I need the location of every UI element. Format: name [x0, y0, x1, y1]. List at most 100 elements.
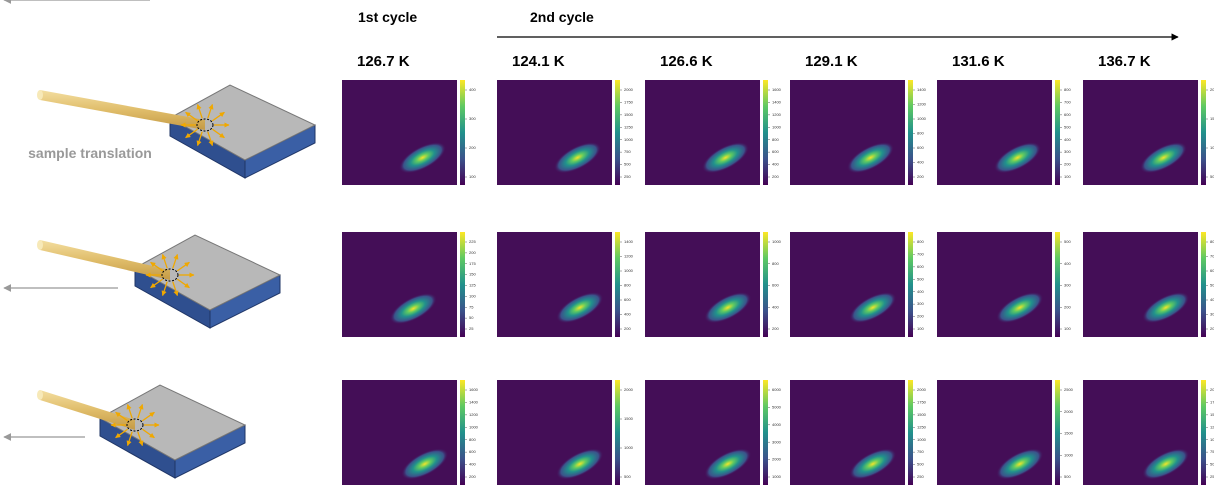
- colorbar-tick-label: 100: [1064, 174, 1071, 179]
- temperature-label: 124.1 K: [512, 53, 565, 70]
- heatmap: [1083, 380, 1198, 485]
- colorbar-tick-label: 1400: [624, 239, 634, 244]
- colorbar-tick-label: 2000: [1064, 409, 1074, 414]
- colorbar-tick-label: 600: [772, 149, 779, 154]
- colorbar-tick-label: 250: [624, 174, 631, 179]
- colorbar-tick-label: 250: [917, 474, 924, 479]
- colorbar-tick-label: 200: [469, 145, 476, 150]
- colorbar-tick-label: 1000: [624, 137, 634, 142]
- colorbar-tick-label: 2000: [772, 457, 782, 462]
- colorbar-tick-label: 40: [1210, 297, 1214, 302]
- colorbar-tick-label: 1000: [1064, 452, 1074, 457]
- colorbar-tick-label: 400: [772, 162, 779, 167]
- colorbar-tick-label: 3000: [772, 439, 782, 444]
- colorbar-tick-label: 500: [1064, 124, 1071, 129]
- colorbar-tick-label: 80: [1210, 239, 1214, 244]
- beam-end: [37, 90, 43, 100]
- colorbar-tick-label: 200: [1210, 87, 1214, 92]
- colorbar-tick-label: 30: [1210, 312, 1214, 317]
- colorbar-tick-label: 400: [772, 304, 779, 309]
- heatmap-panel: 20304050607080: [1083, 232, 1214, 337]
- colorbar-tick-label: 800: [624, 283, 631, 288]
- colorbar-tick-label: 5000: [772, 404, 782, 409]
- heatmap: [1083, 232, 1198, 337]
- colorbar-tick-label: 60: [1210, 268, 1214, 273]
- colorbar-tick-label: 500: [1064, 239, 1071, 244]
- colorbar-tick-label: 1000: [772, 239, 782, 244]
- panel-grid: 126.7 K124.1 K126.6 K129.1 K131.6 K136.7…: [342, 53, 1214, 486]
- heatmap: [645, 380, 760, 485]
- colorbar-tick-label: 500: [1210, 462, 1214, 467]
- colorbar-tick-label: 50: [1210, 283, 1214, 288]
- colorbar-tick-label: 150: [1210, 116, 1214, 121]
- colorbar-tick-label: 25: [469, 326, 474, 331]
- heatmap: [790, 232, 905, 337]
- sample-sketch: [37, 85, 315, 178]
- colorbar-tick-label: 1200: [772, 112, 782, 117]
- colorbar: [1201, 380, 1206, 485]
- colorbar-tick-label: 1250: [624, 124, 634, 129]
- colorbar-tick-label: 600: [1064, 112, 1071, 117]
- colorbar-tick-label: 200: [469, 250, 476, 255]
- colorbar: [1055, 80, 1060, 185]
- colorbar-tick-label: 200: [1064, 162, 1071, 167]
- colorbar-tick-label: 700: [917, 251, 924, 256]
- colorbar-tick-label: 400: [624, 312, 631, 317]
- heatmap-panel: 100200300400500: [937, 232, 1071, 337]
- colorbar-tick-label: 2000: [1210, 387, 1214, 392]
- colorbar-tick-label: 6000: [772, 387, 782, 392]
- colorbar: [460, 80, 465, 185]
- colorbar-tick-label: 1200: [469, 412, 479, 417]
- colorbar-tick-label: 300: [1064, 283, 1071, 288]
- figure: 1st cycle 2nd cycle sample translation 1…: [0, 0, 1214, 492]
- heatmap-panel: 5001000150020002500: [937, 380, 1074, 486]
- colorbar-tick-label: 1500: [1210, 412, 1214, 417]
- heatmap: [497, 380, 612, 485]
- colorbar-tick-label: 100: [469, 174, 476, 179]
- heatmap-panel: 25050075010001250150017502000: [1083, 380, 1214, 486]
- colorbar-tick-label: 2500: [1064, 387, 1074, 392]
- colorbar-tick-label: 800: [772, 137, 779, 142]
- colorbar-tick-label: 200: [1064, 304, 1071, 309]
- colorbar-tick-label: 175: [469, 261, 476, 266]
- temperature-label: 126.6 K: [660, 53, 713, 70]
- colorbar-tick-label: 1250: [1210, 424, 1214, 429]
- colorbar-tick-label: 1000: [772, 124, 782, 129]
- colorbar-tick-label: 600: [469, 449, 476, 454]
- heatmap: [342, 380, 457, 485]
- cycle-label: 1st cycle: [358, 9, 417, 25]
- colorbar-tick-label: 400: [469, 462, 476, 467]
- colorbar: [615, 380, 620, 485]
- colorbar-tick-label: 500: [917, 462, 924, 467]
- colorbar-tick-label: 70: [1210, 254, 1214, 259]
- illustration: [4, 0, 315, 478]
- colorbar-tick-label: 750: [1210, 449, 1214, 454]
- colorbar-tick-label: 100: [917, 326, 924, 331]
- colorbar-tick-label: 600: [917, 264, 924, 269]
- colorbar-tick-label: 1200: [917, 102, 927, 107]
- colorbar-tick-label: 2000: [624, 387, 634, 392]
- temperature-label: 126.7 K: [357, 53, 410, 70]
- colorbar-tick-label: 400: [1064, 261, 1071, 266]
- colorbar: [615, 232, 620, 337]
- beam-end: [37, 240, 43, 250]
- colorbar-tick-label: 1500: [1064, 431, 1074, 436]
- colorbar-tick-label: 1750: [624, 99, 634, 104]
- colorbar-tick-label: 1600: [772, 87, 782, 92]
- sample-sketch: [37, 235, 280, 328]
- heatmap-panel: 50100150200: [1083, 80, 1214, 185]
- colorbar: [1055, 380, 1060, 485]
- colorbar-tick-label: 1600: [469, 387, 479, 392]
- colorbar-tick-label: 75: [469, 304, 474, 309]
- colorbar-tick-label: 800: [917, 131, 924, 136]
- colorbar: [763, 80, 768, 185]
- colorbar-tick-label: 500: [624, 474, 631, 479]
- colorbar-tick-label: 750: [917, 449, 924, 454]
- colorbar-tick-label: 200: [772, 326, 779, 331]
- colorbar-tick-label: 200: [469, 474, 476, 479]
- colorbar-tick-label: 700: [1064, 99, 1071, 104]
